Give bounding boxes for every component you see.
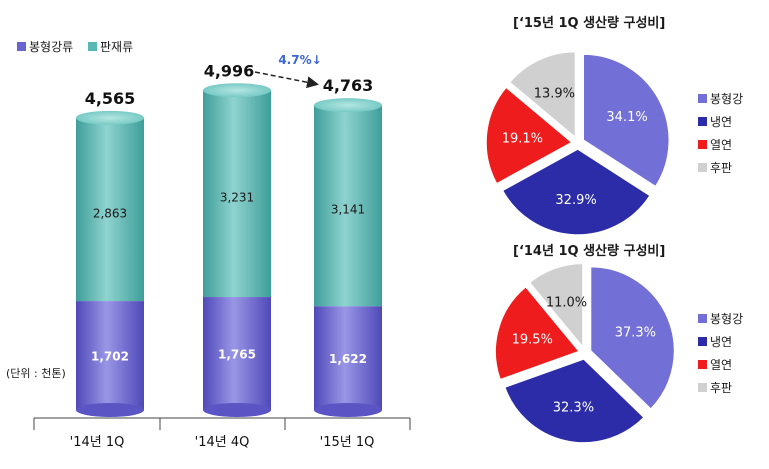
pie-slice-label: 11.0% [546,296,587,311]
pie-slice [501,148,652,236]
pie2-legend-hot: 열연 [698,356,743,373]
bar-base-ellipse [314,403,382,417]
change-arrow [254,71,319,89]
bar-segment-rod [314,306,382,410]
bar-base-ellipse [76,403,144,417]
plate-swatch-icon [88,42,97,51]
pie-slice [589,265,676,411]
bar-top-cap [203,83,271,98]
x-tick-label: '15년 1Q [320,435,375,450]
bar-legend-plate-label: 판재류 [100,40,134,54]
pie1-legend-hot-label: 열연 [710,138,733,152]
pie1-legend-cold-label: 냉연 [710,115,733,129]
pie2-legend-rod: 봉형강 [698,310,743,327]
change-annotation: 4.7%↓ [278,53,321,67]
hot-swatch-icon [698,360,707,369]
bar-value-label-plate: 3,231 [220,191,254,205]
pie-slice-label: 19.5% [512,332,553,347]
bar-segment-plate [76,117,144,302]
pie1-legend-plate: 후판 [698,159,743,176]
rod-swatch-icon [698,94,707,103]
bar-value-label-plate: 3,141 [331,203,365,217]
bar-total-label: 4,565 [85,89,136,108]
pie-legend-2015: 봉형강 냉연 열연 후판 [698,90,743,176]
bar-segment-rod [203,297,271,410]
pie-slice-label: 32.3% [553,400,594,415]
pie1-legend-cold: 냉연 [698,113,743,130]
pie-slice [528,262,584,350]
unit-note: (단위 : 천톤) [6,367,66,380]
bar-total-label: 4,763 [323,76,374,95]
cold-swatch-icon [698,117,707,126]
pie-title-2014: [‘14년 1Q 생산량 구성비] [513,244,666,259]
bar-legend-plate: 판재류 [88,38,133,55]
pie-slice-label: 19.1% [502,132,543,147]
x-tick-label: '14년 1Q [70,435,125,450]
pie2-legend-hot-label: 열연 [710,358,733,372]
bar-value-label-rod: 1,622 [329,352,367,366]
pie-slice [485,86,574,185]
x-tick-label: '14년 4Q [195,435,250,450]
pie-legend-2014: 봉형강 냉연 열연 후판 [698,310,743,396]
pie-slice-label: 13.9% [534,86,575,101]
pie1-legend-rod-label: 봉형강 [710,92,744,106]
bar-total-label: 4,996 [204,61,255,80]
bar-top-cap [314,98,382,113]
rod-swatch-icon [698,314,707,323]
pie2-legend-cold: 냉연 [698,333,743,350]
bar-legend-rod: 봉형강류 [17,38,73,55]
pie-slice [494,285,581,381]
rod-swatch-icon [17,42,26,51]
pie-slice [503,358,646,444]
pie-slice-label: 32.9% [555,193,596,208]
bar-segment-plate [203,90,271,298]
plate-swatch-icon [698,163,707,172]
pie1-legend-plate-label: 후판 [710,161,733,175]
pie-slice-label: 34.1% [606,110,647,125]
pie-slice [582,53,670,188]
bar-value-label-rod: 1,702 [91,350,129,364]
bar-base-ellipse [203,403,271,417]
pie2-legend-plate-label: 후판 [710,381,733,395]
bar-segment-rod [76,301,144,410]
bar-value-label-plate: 2,863 [93,206,127,220]
pie2-legend-plate: 후판 [698,379,743,396]
pie2-legend-cold-label: 냉연 [710,335,733,349]
pie1-legend-rod: 봉형강 [698,90,743,107]
bar-value-label-rod: 1,765 [218,348,256,362]
pie-slice-label: 37.3% [615,326,656,341]
pie2-legend-rod-label: 봉형강 [710,312,744,326]
pie-slice [508,50,577,140]
bar-legend-rod-label: 봉형강류 [29,40,74,54]
bar-top-cap [76,110,144,125]
pie-title-2015: [‘15년 1Q 생산량 구성비] [513,16,666,31]
hot-swatch-icon [698,140,707,149]
plate-swatch-icon [698,383,707,392]
pie1-legend-hot: 열연 [698,136,743,153]
cold-swatch-icon [698,337,707,346]
bar-segment-plate [314,105,382,307]
